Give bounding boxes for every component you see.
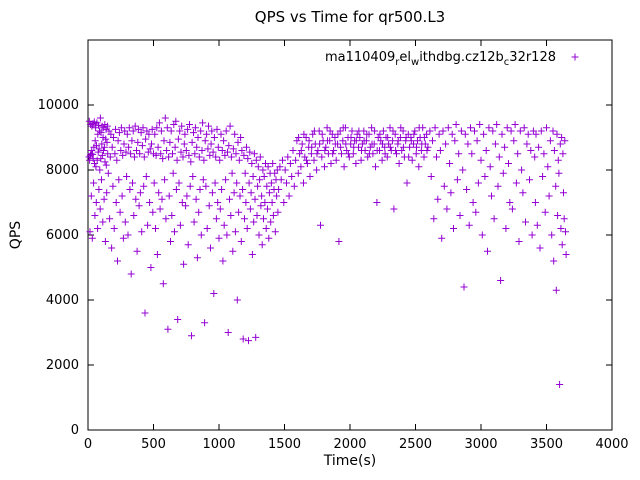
svg-text:1000: 1000 [202, 437, 235, 452]
y-axis-ticks: 0 2000 4000 6000 8000 10000 [38, 98, 612, 438]
svg-text:4000: 4000 [46, 293, 79, 308]
svg-text:2000: 2000 [46, 358, 79, 373]
svg-text:0: 0 [71, 423, 79, 438]
svg-text:8000: 8000 [46, 163, 79, 178]
svg-text:3000: 3000 [464, 437, 497, 452]
x-axis-ticks: 0 500 1000 1500 2000 2500 3000 3500 4000 [84, 40, 629, 452]
chart-title: QPS vs Time for qr500.L3 [255, 8, 445, 26]
legend: ma110409relwithdbg.cz12bc32r128 [325, 50, 579, 68]
svg-text:2500: 2500 [399, 437, 432, 452]
svg-text:3500: 3500 [530, 437, 563, 452]
scatter-points [85, 114, 570, 388]
svg-text:10000: 10000 [38, 98, 79, 113]
legend-label: ma110409relwithdbg.cz12bc32r128 [325, 50, 556, 68]
svg-text:6000: 6000 [46, 228, 79, 243]
y-axis-label: QPS [8, 221, 24, 249]
x-axis-label: Time(s) [323, 453, 376, 469]
svg-text:4000: 4000 [595, 437, 628, 452]
svg-text:0: 0 [84, 437, 92, 452]
svg-text:2000: 2000 [333, 437, 366, 452]
svg-text:500: 500 [141, 437, 166, 452]
svg-text:1500: 1500 [268, 437, 301, 452]
legend-plus-marker-icon [571, 53, 579, 61]
